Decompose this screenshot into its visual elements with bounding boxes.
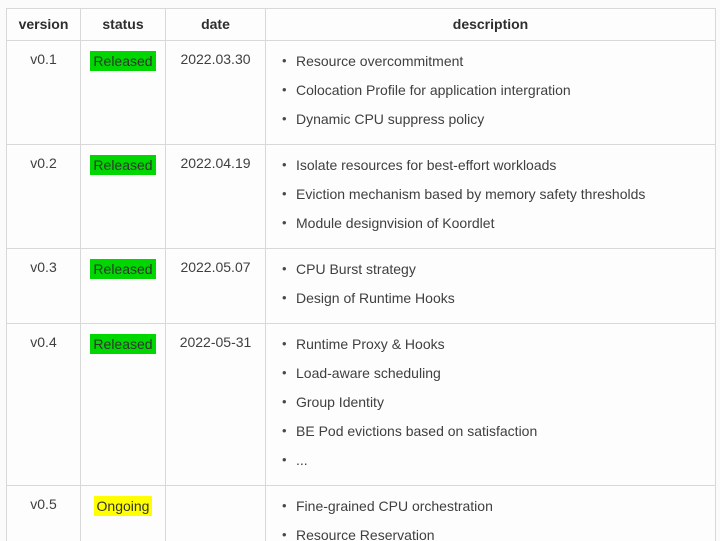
status-cell: Released bbox=[80, 323, 166, 486]
table-row: v0.1 Released 2022.03.30 Resource overco… bbox=[6, 40, 716, 145]
description-list: Isolate resources for best-effort worklo… bbox=[270, 155, 711, 233]
description-item: CPU Burst strategy bbox=[282, 259, 711, 279]
status-cell: Released bbox=[80, 248, 166, 324]
description-item: Fine-grained CPU orchestration bbox=[282, 496, 711, 516]
status-badge: Ongoing bbox=[93, 496, 153, 516]
version-cell: v0.1 bbox=[6, 40, 81, 145]
status-badge: Released bbox=[90, 334, 156, 354]
version-cell: v0.4 bbox=[6, 323, 81, 486]
col-header-date: date bbox=[165, 8, 266, 41]
col-header-version: version bbox=[6, 8, 81, 41]
description-item: BE Pod evictions based on satisfaction bbox=[282, 421, 711, 441]
col-header-status: status bbox=[80, 8, 166, 41]
status-badge: Released bbox=[90, 259, 156, 279]
description-list: Resource overcommitment Colocation Profil… bbox=[270, 51, 711, 129]
release-roadmap-table: version status date description v0.1 Rel… bbox=[6, 8, 716, 541]
description-list: Runtime Proxy & Hooks Load-aware scheduli… bbox=[270, 334, 711, 470]
description-item: Load-aware scheduling bbox=[282, 363, 711, 383]
table-header: version status date description bbox=[6, 8, 716, 41]
description-cell: Fine-grained CPU orchestration Resource R… bbox=[265, 485, 716, 541]
description-item: Resource Reservation bbox=[282, 525, 711, 541]
description-item: Dynamic CPU suppress policy bbox=[282, 109, 711, 129]
description-cell: Runtime Proxy & Hooks Load-aware scheduli… bbox=[265, 323, 716, 486]
description-item: Colocation Profile for application inter… bbox=[282, 80, 711, 100]
status-cell: Ongoing bbox=[80, 485, 166, 541]
description-item: Design of Runtime Hooks bbox=[282, 288, 711, 308]
table-row: v0.5 Ongoing Fine-grained CPU orchestrat… bbox=[6, 485, 716, 541]
table-row: v0.4 Released 2022-05-31 Runtime Proxy &… bbox=[6, 323, 716, 486]
table-row: v0.3 Released 2022.05.07 CPU Burst strat… bbox=[6, 248, 716, 324]
description-item: ... bbox=[282, 450, 711, 470]
date-cell: 2022.03.30 bbox=[165, 40, 266, 145]
description-list: CPU Burst strategy Design of Runtime Hook… bbox=[270, 259, 711, 308]
date-cell: 2022.05.07 bbox=[165, 248, 266, 324]
description-item: Module designvision of Koordlet bbox=[282, 213, 711, 233]
version-cell: v0.3 bbox=[6, 248, 81, 324]
description-item: Isolate resources for best-effort worklo… bbox=[282, 155, 711, 175]
status-badge: Released bbox=[90, 155, 156, 175]
version-cell: v0.2 bbox=[6, 144, 81, 249]
header-row: version status date description bbox=[6, 8, 716, 41]
col-header-description: description bbox=[265, 8, 716, 41]
description-item: Eviction mechanism based by memory safet… bbox=[282, 184, 711, 204]
date-cell: 2022.04.19 bbox=[165, 144, 266, 249]
description-item: Resource overcommitment bbox=[282, 51, 711, 71]
version-cell: v0.5 bbox=[6, 485, 81, 541]
description-list: Fine-grained CPU orchestration Resource R… bbox=[270, 496, 711, 541]
description-cell: CPU Burst strategy Design of Runtime Hook… bbox=[265, 248, 716, 324]
description-cell: Isolate resources for best-effort worklo… bbox=[265, 144, 716, 249]
table-body: v0.1 Released 2022.03.30 Resource overco… bbox=[6, 40, 716, 541]
status-cell: Released bbox=[80, 40, 166, 145]
status-badge: Released bbox=[90, 51, 156, 71]
description-cell: Resource overcommitment Colocation Profil… bbox=[265, 40, 716, 145]
description-item: Group Identity bbox=[282, 392, 711, 412]
date-cell: 2022-05-31 bbox=[165, 323, 266, 486]
description-item: Runtime Proxy & Hooks bbox=[282, 334, 711, 354]
date-cell bbox=[165, 485, 266, 541]
table-row: v0.2 Released 2022.04.19 Isolate resourc… bbox=[6, 144, 716, 249]
status-cell: Released bbox=[80, 144, 166, 249]
